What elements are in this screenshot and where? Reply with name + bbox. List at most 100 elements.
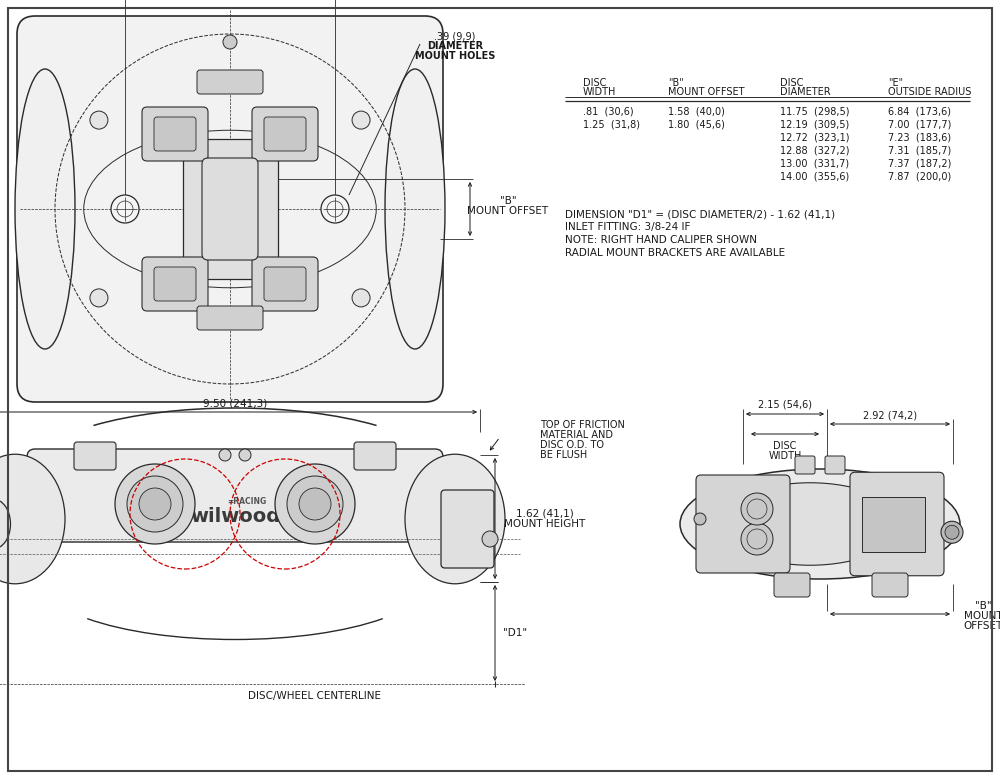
Text: DISC O.D. TO: DISC O.D. TO — [540, 440, 604, 450]
Text: 7.23  (183,6): 7.23 (183,6) — [888, 132, 951, 142]
Bar — [862, 496, 925, 552]
Text: RADIAL MOUNT BRACKETS ARE AVAILABLE: RADIAL MOUNT BRACKETS ARE AVAILABLE — [565, 248, 785, 258]
Circle shape — [741, 523, 773, 555]
Circle shape — [321, 195, 349, 223]
Text: MOUNT HOLES: MOUNT HOLES — [415, 51, 495, 61]
Text: .81  (30,6): .81 (30,6) — [583, 106, 634, 116]
Text: MOUNT: MOUNT — [964, 611, 1000, 621]
Circle shape — [352, 111, 370, 129]
Circle shape — [90, 111, 108, 129]
Ellipse shape — [385, 69, 445, 349]
Circle shape — [239, 449, 251, 461]
Text: +: + — [330, 203, 340, 216]
Text: MATERIAL AND: MATERIAL AND — [540, 430, 613, 440]
Text: DISC: DISC — [780, 78, 803, 88]
Text: 12.88  (327,2): 12.88 (327,2) — [780, 145, 850, 155]
Text: WIDTH: WIDTH — [583, 87, 616, 97]
Circle shape — [741, 493, 773, 525]
Circle shape — [287, 476, 343, 532]
Text: 14.00  (355,6): 14.00 (355,6) — [780, 171, 849, 181]
Text: DISC: DISC — [583, 78, 606, 88]
FancyBboxPatch shape — [202, 158, 258, 260]
Text: OFFSET: OFFSET — [963, 621, 1000, 631]
Ellipse shape — [15, 69, 75, 349]
Circle shape — [223, 35, 237, 49]
Text: DIAMETER: DIAMETER — [780, 87, 831, 97]
Text: DISC/WHEEL CENTERLINE: DISC/WHEEL CENTERLINE — [248, 691, 382, 701]
Text: 7.00  (177,7): 7.00 (177,7) — [888, 119, 951, 129]
Text: "B": "B" — [500, 196, 516, 206]
FancyBboxPatch shape — [154, 117, 196, 151]
FancyBboxPatch shape — [197, 70, 263, 94]
FancyBboxPatch shape — [795, 456, 815, 474]
FancyBboxPatch shape — [74, 442, 116, 470]
FancyBboxPatch shape — [27, 449, 443, 542]
Circle shape — [127, 476, 183, 532]
Ellipse shape — [680, 469, 960, 579]
Circle shape — [139, 488, 171, 520]
FancyBboxPatch shape — [197, 306, 263, 330]
Text: INLET FITTING: 3/8-24 IF: INLET FITTING: 3/8-24 IF — [565, 222, 690, 232]
Circle shape — [90, 289, 108, 307]
FancyBboxPatch shape — [142, 107, 208, 161]
Text: .39 (9,9): .39 (9,9) — [434, 31, 476, 41]
Text: 12.19  (309,5): 12.19 (309,5) — [780, 119, 849, 129]
Text: MOUNT HEIGHT: MOUNT HEIGHT — [504, 519, 586, 529]
Ellipse shape — [405, 454, 505, 583]
FancyBboxPatch shape — [825, 456, 845, 474]
Circle shape — [115, 464, 195, 544]
Ellipse shape — [0, 454, 65, 583]
Text: NOTE: RIGHT HAND CALIPER SHOWN: NOTE: RIGHT HAND CALIPER SHOWN — [565, 235, 757, 245]
Circle shape — [219, 449, 231, 461]
Text: 2.92 (74,2): 2.92 (74,2) — [863, 410, 917, 420]
Text: 1.80  (45,6): 1.80 (45,6) — [668, 119, 725, 129]
Circle shape — [352, 289, 370, 307]
FancyBboxPatch shape — [441, 490, 494, 568]
FancyBboxPatch shape — [252, 107, 318, 161]
FancyBboxPatch shape — [354, 442, 396, 470]
Text: 11.75  (298,5): 11.75 (298,5) — [780, 106, 850, 116]
Text: DIMENSION "D1" = (DISC DIAMETER/2) - 1.62 (41,1): DIMENSION "D1" = (DISC DIAMETER/2) - 1.6… — [565, 209, 835, 219]
FancyBboxPatch shape — [850, 472, 944, 576]
Text: 13.00  (331,7): 13.00 (331,7) — [780, 158, 849, 168]
FancyBboxPatch shape — [252, 257, 318, 311]
Text: 1.25  (31,8): 1.25 (31,8) — [583, 119, 640, 129]
Text: 7.31  (185,7): 7.31 (185,7) — [888, 145, 951, 155]
Text: 1.62 (41,1): 1.62 (41,1) — [516, 509, 574, 519]
Ellipse shape — [0, 499, 10, 549]
FancyBboxPatch shape — [17, 16, 443, 402]
Text: 6.84  (173,6): 6.84 (173,6) — [888, 106, 951, 116]
Text: "E": "E" — [888, 78, 903, 88]
Circle shape — [694, 513, 706, 525]
Ellipse shape — [719, 483, 901, 566]
Text: MOUNT OFFSET: MOUNT OFFSET — [668, 87, 744, 97]
Circle shape — [945, 525, 959, 539]
Circle shape — [482, 531, 498, 547]
Text: +: + — [120, 203, 130, 216]
FancyBboxPatch shape — [264, 117, 306, 151]
Text: 9.50 (241,3): 9.50 (241,3) — [203, 398, 267, 408]
FancyBboxPatch shape — [696, 475, 790, 573]
Circle shape — [275, 464, 355, 544]
FancyBboxPatch shape — [142, 257, 208, 311]
Bar — [183, 139, 278, 279]
Text: wilwood: wilwood — [190, 506, 280, 526]
Text: MOUNT OFFSET: MOUNT OFFSET — [467, 206, 549, 216]
Text: OUTSIDE RADIUS: OUTSIDE RADIUS — [888, 87, 971, 97]
Circle shape — [941, 521, 963, 543]
Text: 1.58  (40,0): 1.58 (40,0) — [668, 106, 725, 116]
Text: DIAMETER: DIAMETER — [427, 41, 483, 51]
Text: TOP OF FRICTION: TOP OF FRICTION — [540, 420, 625, 430]
Text: 7.87  (200,0): 7.87 (200,0) — [888, 171, 951, 181]
FancyBboxPatch shape — [264, 267, 306, 301]
Circle shape — [299, 488, 331, 520]
Text: 7.37  (187,2): 7.37 (187,2) — [888, 158, 951, 168]
FancyBboxPatch shape — [872, 573, 908, 597]
Circle shape — [111, 195, 139, 223]
Text: 12.72  (323,1): 12.72 (323,1) — [780, 132, 850, 142]
FancyBboxPatch shape — [774, 573, 810, 597]
Text: 2.15 (54,6): 2.15 (54,6) — [758, 399, 812, 409]
Text: "B": "B" — [975, 601, 991, 611]
Text: "D1": "D1" — [503, 628, 527, 638]
FancyBboxPatch shape — [154, 267, 196, 301]
